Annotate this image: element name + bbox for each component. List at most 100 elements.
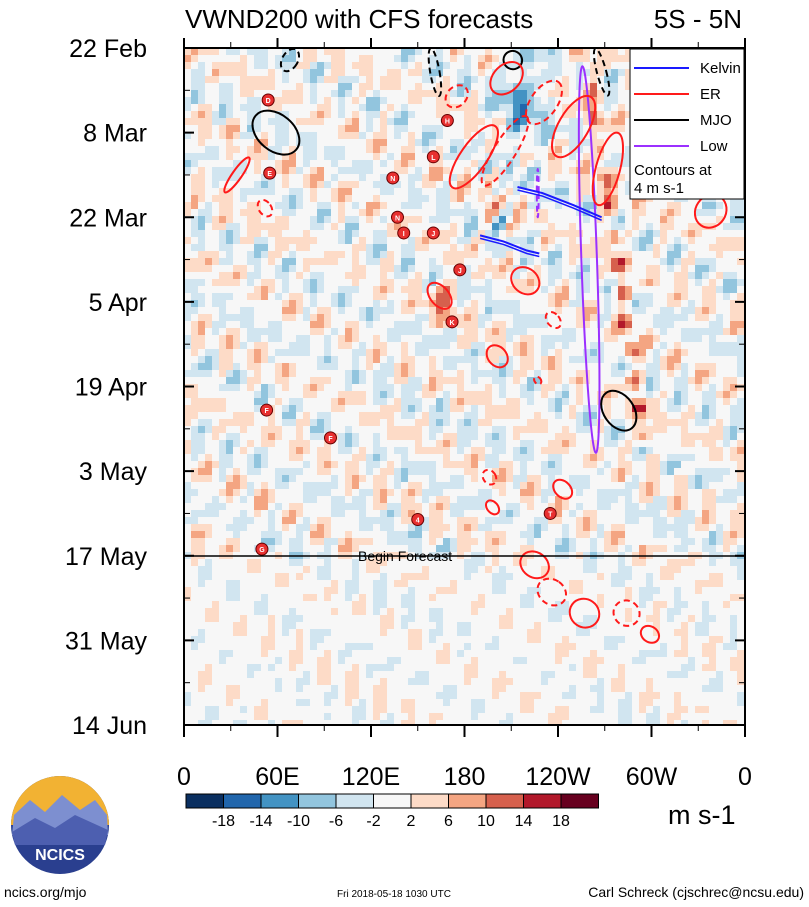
anomaly-cell (261, 69, 269, 77)
anomaly-cell (261, 384, 269, 392)
anomaly-cell (625, 230, 633, 238)
anomaly-cell (471, 111, 479, 119)
anomaly-cell (737, 202, 745, 210)
anomaly-cell (485, 258, 493, 266)
anomaly-cell (520, 118, 528, 126)
anomaly-cell (478, 328, 486, 336)
anomaly-cell (366, 307, 374, 315)
anomaly-cell (611, 55, 619, 63)
anomaly-cell (422, 342, 430, 350)
anomaly-cell (212, 447, 220, 455)
anomaly-cell (219, 202, 227, 210)
anomaly-cell (569, 237, 577, 245)
anomaly-cell (674, 251, 682, 259)
anomaly-cell (191, 293, 199, 301)
anomaly-cell (450, 237, 458, 245)
anomaly-cell (597, 440, 605, 448)
anomaly-cell (562, 300, 570, 308)
anomaly-cell (387, 293, 395, 301)
anomaly-cell (513, 433, 521, 441)
anomaly-cell (450, 328, 458, 336)
anomaly-cell (212, 195, 220, 203)
anomaly-cell (688, 419, 696, 427)
anomaly-cell (317, 188, 325, 196)
anomaly-cell (527, 48, 535, 56)
anomaly-cell (359, 405, 367, 413)
anomaly-cell (499, 69, 507, 77)
anomaly-cell (275, 146, 283, 154)
anomaly-cell (527, 405, 535, 413)
anomaly-cell (520, 363, 528, 371)
anomaly-cell (219, 146, 227, 154)
anomaly-cell (198, 447, 206, 455)
anomaly-cell (625, 97, 633, 105)
anomaly-cell (205, 440, 213, 448)
anomaly-cell (310, 258, 318, 266)
anomaly-cell (611, 279, 619, 287)
anomaly-cell (373, 111, 381, 119)
anomaly-cell (219, 440, 227, 448)
anomaly-cell (352, 202, 360, 210)
anomaly-cell (184, 139, 192, 147)
anomaly-cell (667, 307, 675, 315)
anomaly-cell (352, 377, 360, 385)
anomaly-cell (219, 468, 227, 476)
anomaly-cell (576, 349, 584, 357)
anomaly-cell (359, 363, 367, 371)
anomaly-cell (730, 244, 738, 252)
anomaly-cell (324, 188, 332, 196)
anomaly-cell (415, 167, 423, 175)
anomaly-cell (492, 412, 500, 420)
anomaly-cell (345, 174, 353, 182)
anomaly-cell (422, 258, 430, 266)
anomaly-cell (674, 335, 682, 343)
anomaly-cell (569, 181, 577, 189)
anomaly-cell (408, 433, 416, 441)
anomaly-cell (226, 475, 234, 483)
anomaly-cell (583, 293, 591, 301)
anomaly-cell (233, 293, 241, 301)
anomaly-cell (191, 237, 199, 245)
anomaly-cell (422, 447, 430, 455)
anomaly-cell (674, 321, 682, 329)
anomaly-cell (380, 433, 388, 441)
anomaly-cell (555, 48, 563, 56)
anomaly-cell (338, 279, 346, 287)
anomaly-cell (513, 321, 521, 329)
anomaly-cell (583, 286, 591, 294)
anomaly-cell (303, 419, 311, 427)
anomaly-cell (695, 433, 703, 441)
anomaly-cell (352, 83, 360, 91)
anomaly-cell (555, 55, 563, 63)
anomaly-cell (331, 475, 339, 483)
anomaly-cell (534, 349, 542, 357)
anomaly-cell (457, 48, 465, 56)
anomaly-cell (646, 398, 654, 406)
anomaly-cell (625, 447, 633, 455)
anomaly-cell (401, 69, 409, 77)
anomaly-cell (436, 328, 444, 336)
anomaly-cell (527, 230, 535, 238)
anomaly-cell (408, 286, 416, 294)
anomaly-cell (282, 286, 290, 294)
anomaly-cell (422, 314, 430, 322)
anomaly-cell (485, 279, 493, 287)
anomaly-cell (695, 314, 703, 322)
anomaly-cell (359, 356, 367, 364)
anomaly-cell (492, 160, 500, 168)
anomaly-cell (562, 293, 570, 301)
anomaly-cell (499, 461, 507, 469)
anomaly-cell (485, 216, 493, 224)
anomaly-cell (450, 111, 458, 119)
anomaly-cell (485, 125, 493, 133)
anomaly-cell (464, 272, 472, 280)
anomaly-cell (380, 146, 388, 154)
anomaly-cell (212, 391, 220, 399)
anomaly-cell (212, 265, 220, 273)
anomaly-cell (590, 384, 598, 392)
anomaly-cell (268, 258, 276, 266)
anomaly-cell (555, 433, 563, 441)
anomaly-cell (506, 300, 514, 308)
anomaly-cell (289, 237, 297, 245)
anomaly-cell (324, 335, 332, 343)
